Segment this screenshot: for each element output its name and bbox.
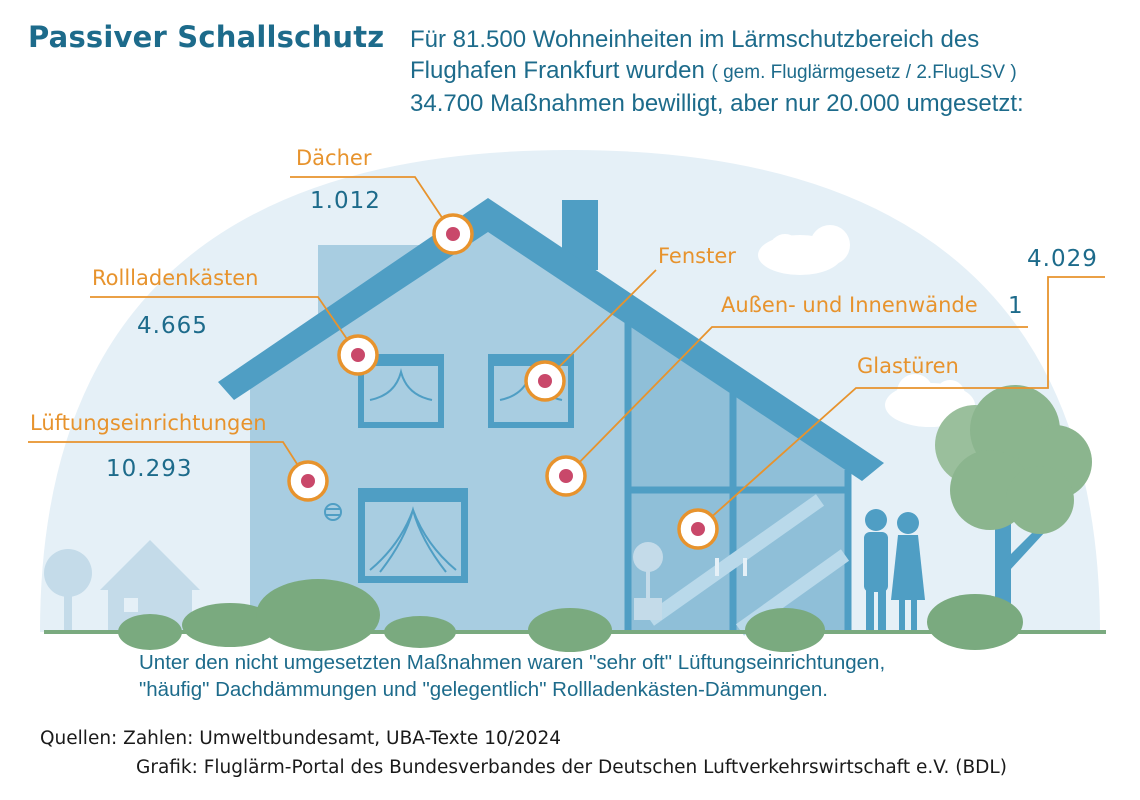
leader-line-glastueren <box>697 276 1105 530</box>
headline-legal-reference: ( gem. Fluglärmgesetz / 2.FlugLSV ) <box>711 62 1017 83</box>
cloud-icon <box>758 225 850 275</box>
leader-line-waende <box>565 326 1028 477</box>
label-aussen-innenwaende: Außen- und Innenwände <box>721 293 978 317</box>
page-title: Passiver Schallschutz <box>28 20 385 54</box>
marker-glastueren <box>677 508 719 550</box>
marker-waende <box>545 455 587 497</box>
person-icon <box>864 509 888 632</box>
label-fenster: Fenster <box>658 244 736 268</box>
marker-rollladenkaesten <box>337 334 379 376</box>
value-lueftungseinrichtungen: 10.293 <box>106 456 193 482</box>
value-aussen-innenwaende: 1 <box>1008 293 1024 319</box>
ground-line <box>44 630 1106 634</box>
background-tree-icon <box>44 549 92 632</box>
label-lueftungseinrichtungen: Lüftungseinrichtungen <box>30 411 267 435</box>
headline-line-2-main: Flughafen Frankfurt wurden <box>410 57 705 84</box>
value-rollladenkaesten: 4.665 <box>137 313 208 339</box>
headline-line-1: Für 81.500 Wohneinheiten im Lärmschutzbe… <box>410 26 980 53</box>
tree-icon <box>935 385 1092 632</box>
sources-line-2: Grafik: Fluglärm-Portal des Bundesverban… <box>136 757 1007 778</box>
leader-line-rollladenkaesten <box>90 296 359 356</box>
label-glastueren: Glastüren <box>857 354 959 378</box>
glass-wing <box>628 320 848 632</box>
door-handle <box>715 558 719 576</box>
value-fenster: 4.029 <box>1027 246 1098 272</box>
sources-line-1: Quellen: Zahlen: Umweltbundesamt, UBA-Te… <box>40 728 562 749</box>
marker-fenster <box>524 360 566 402</box>
value-daecher: 1.012 <box>310 188 381 214</box>
window-left <box>358 354 444 428</box>
roof <box>218 198 884 481</box>
plant-icon <box>633 542 663 620</box>
label-daecher: Dächer <box>296 146 372 170</box>
marker-lueftung <box>287 460 329 502</box>
person-icon <box>891 512 925 632</box>
window-large <box>358 488 468 583</box>
headline-line-2: Flughafen Frankfurt wurden ( gem. Fluglä… <box>410 57 1017 85</box>
marker-daecher <box>432 213 474 255</box>
vent-icon <box>324 503 342 521</box>
leader-line-daecher <box>290 176 454 235</box>
note-line-2: "häufig" Dachdämmungen und "gelegentlich… <box>139 678 828 701</box>
door-handle <box>743 558 747 576</box>
glass-wing-frame <box>624 318 852 632</box>
background-house-window <box>124 598 138 612</box>
headline-line-3: 34.700 Maßnahmen bewilligt, aber nur 20.… <box>410 90 1024 117</box>
leader-line-fenster <box>544 269 657 382</box>
note-line-1: Unter den nicht umgesetzten Maßnahmen wa… <box>139 651 886 674</box>
label-rollladenkaesten: Rollladenkästen <box>92 266 259 290</box>
